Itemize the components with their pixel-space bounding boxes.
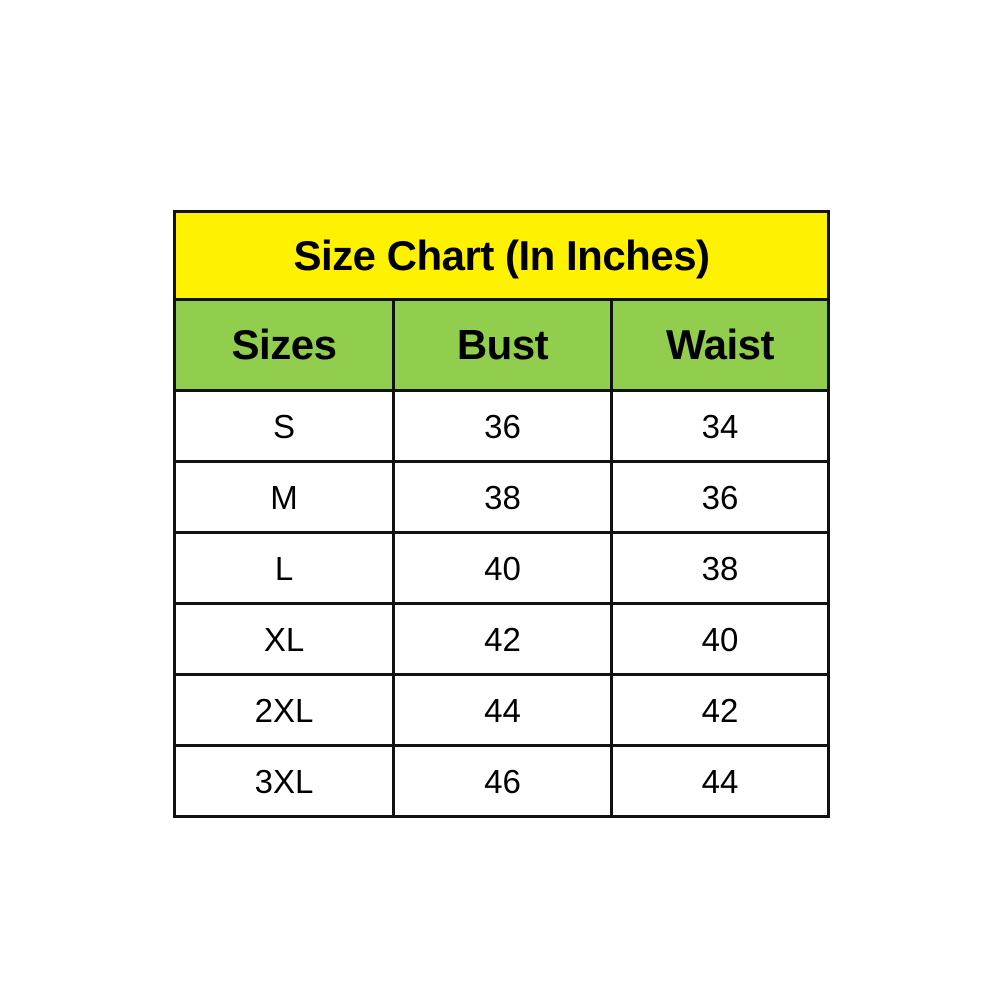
cell-waist: 44 bbox=[609, 744, 831, 818]
table-row: XL 42 40 bbox=[173, 602, 831, 676]
chart-title: Size Chart (In Inches) bbox=[172, 210, 831, 301]
column-header-row: Sizes Bust Waist bbox=[173, 298, 831, 392]
table-row: 2XL 44 42 bbox=[173, 673, 831, 747]
cell-waist: 40 bbox=[609, 602, 831, 676]
cell-size: 2XL bbox=[173, 673, 395, 747]
size-chart-container: Size Chart (In Inches) Sizes Bust Waist … bbox=[172, 210, 831, 818]
table-row: S 36 34 bbox=[173, 389, 831, 463]
chart-title-row: Size Chart (In Inches) bbox=[172, 210, 831, 301]
table-row: 3XL 46 44 bbox=[173, 744, 831, 818]
cell-size: S bbox=[173, 389, 395, 463]
cell-bust: 44 bbox=[392, 673, 613, 747]
column-header-sizes: Sizes bbox=[173, 298, 395, 392]
cell-bust: 40 bbox=[392, 531, 613, 605]
cell-waist: 42 bbox=[609, 673, 831, 747]
cell-bust: 36 bbox=[392, 389, 613, 463]
cell-size: L bbox=[173, 531, 395, 605]
column-header-waist: Waist bbox=[609, 298, 831, 392]
cell-size: XL bbox=[173, 602, 395, 676]
cell-bust: 38 bbox=[392, 460, 613, 534]
column-header-bust: Bust bbox=[392, 298, 613, 392]
cell-bust: 42 bbox=[392, 602, 613, 676]
table-row: M 38 36 bbox=[173, 460, 831, 534]
cell-waist: 38 bbox=[609, 531, 831, 605]
cell-waist: 36 bbox=[609, 460, 831, 534]
table-row: L 40 38 bbox=[173, 531, 831, 605]
cell-waist: 34 bbox=[609, 389, 831, 463]
cell-size: 3XL bbox=[173, 744, 395, 818]
cell-size: M bbox=[173, 460, 395, 534]
cell-bust: 46 bbox=[392, 744, 613, 818]
size-chart-table: Size Chart (In Inches) Sizes Bust Waist … bbox=[172, 210, 831, 818]
